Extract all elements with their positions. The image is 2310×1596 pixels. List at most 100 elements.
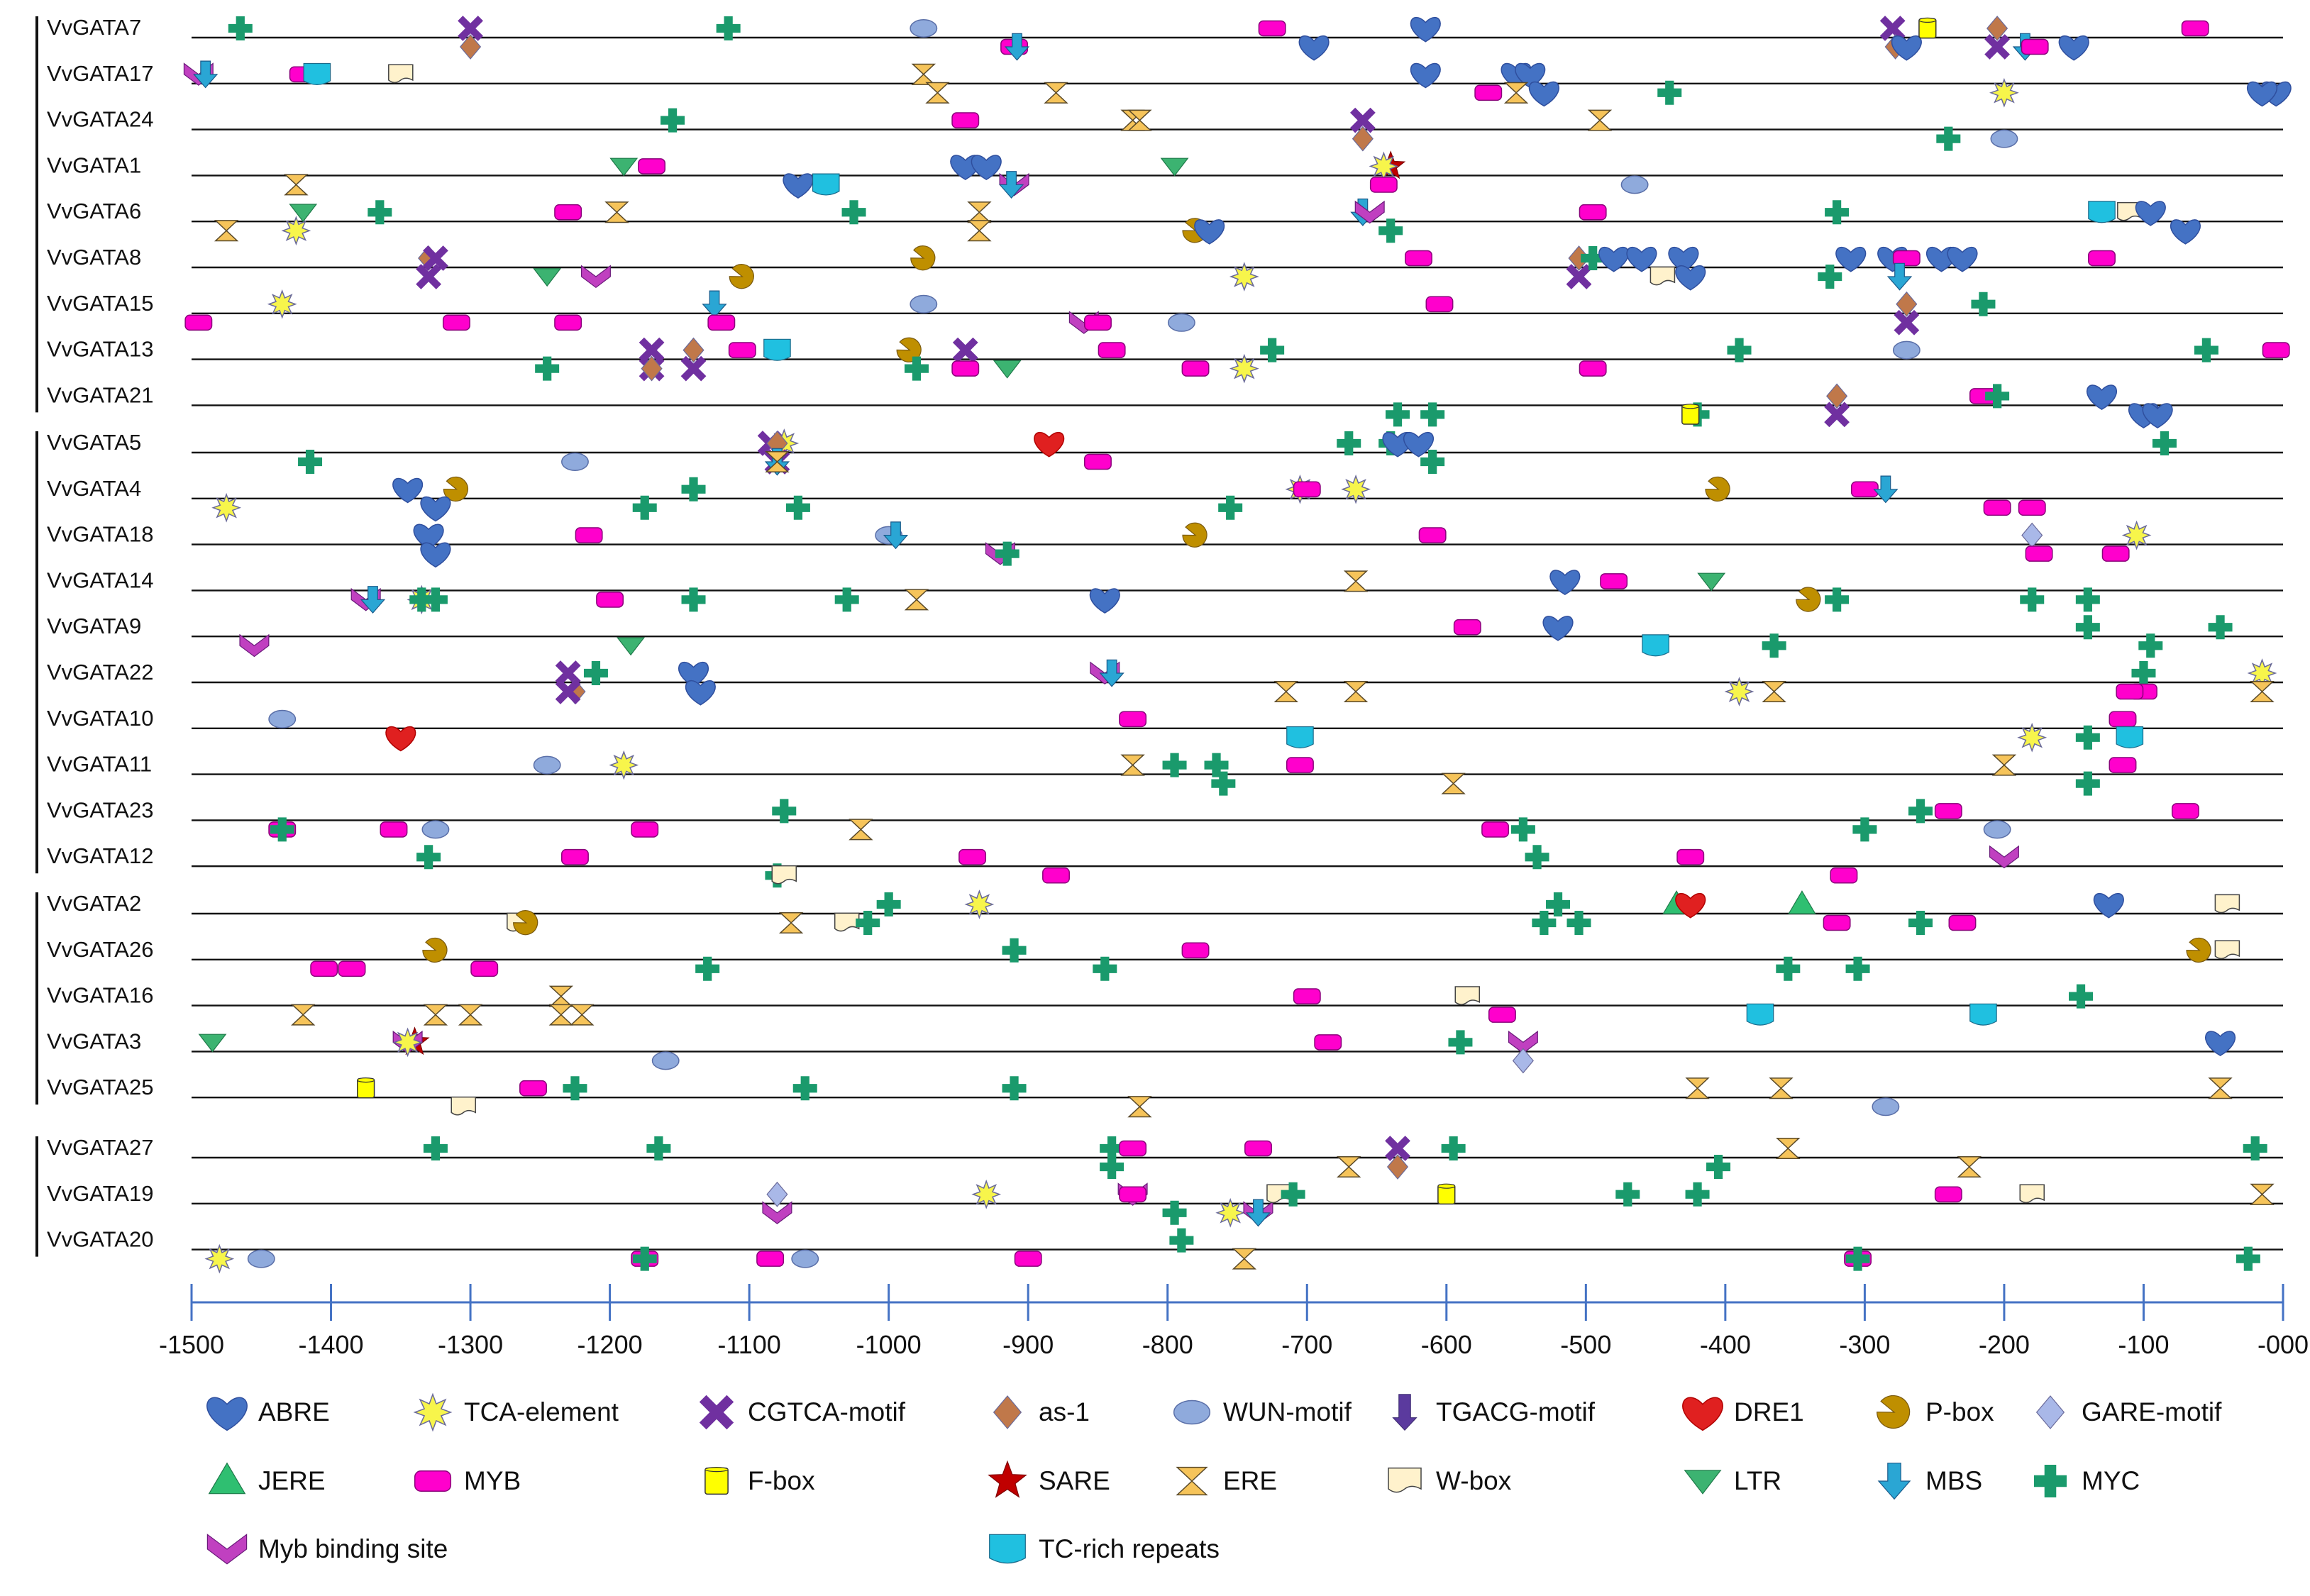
- w-box-marker: [388, 64, 414, 84]
- myb-marker: [2088, 250, 2116, 267]
- gene-label: VvGATA26: [47, 937, 153, 962]
- w-box-marker: [771, 865, 797, 885]
- myc-marker: [1420, 450, 1445, 474]
- abre-marker: [2093, 893, 2124, 919]
- tca-element-marker: [267, 289, 297, 319]
- myb-marker: [2262, 342, 2290, 358]
- myc-marker: [583, 661, 608, 685]
- axis-tick-label: -200: [1979, 1330, 2030, 1359]
- gene-label: VvGATA21: [47, 382, 153, 407]
- gene-label: VvGATA27: [47, 1135, 153, 1160]
- tca-element-marker: [1341, 474, 1371, 504]
- cgtca-motif-marker: [1349, 107, 1376, 133]
- myc-marker: [856, 911, 880, 935]
- axis-tick-label: -500: [1560, 1330, 1611, 1359]
- gene-label: VvGATA1: [47, 153, 141, 177]
- myb-marker: [728, 342, 756, 358]
- myb-marker: [2021, 38, 2049, 55]
- tca-element-marker: [971, 1179, 1002, 1209]
- myc-marker: [661, 108, 685, 133]
- myc-marker: [995, 541, 1019, 566]
- myc-marker: [1971, 292, 1996, 316]
- myb-marker: [958, 848, 987, 865]
- myc-marker: [1936, 126, 1961, 151]
- legend-label: WUN-motif: [1223, 1397, 1352, 1426]
- mbs-marker: [998, 171, 1024, 199]
- myb-marker: [1676, 848, 1705, 865]
- cgtca-motif-marker: [1879, 16, 1906, 41]
- axis-tick-label: -600: [1421, 1330, 1472, 1359]
- ere-marker: [1337, 1156, 1361, 1178]
- legend-item: Myb binding site: [206, 1534, 448, 1565]
- as-1-marker: [460, 34, 482, 60]
- ere-marker: [1769, 1077, 1794, 1099]
- myc-marker: [1985, 384, 2010, 409]
- myc-marker: [1281, 1182, 1305, 1207]
- myb-marker: [1934, 803, 1962, 819]
- tc-rich-repeats-marker: [812, 173, 840, 196]
- legend-label: Myb binding site: [258, 1534, 448, 1563]
- ere-marker: [1587, 109, 1613, 131]
- ere-marker: [423, 1004, 448, 1026]
- ere-marker: [904, 589, 929, 611]
- myc-marker: [1852, 817, 1877, 842]
- myb-marker: [1244, 1140, 1272, 1157]
- myc-marker: [563, 1076, 587, 1101]
- abre-marker: [413, 523, 444, 550]
- myc-marker: [2020, 587, 2045, 612]
- p-box-marker: [1705, 476, 1730, 502]
- f-box-marker: [357, 1077, 375, 1099]
- abre-marker: [1668, 247, 1699, 272]
- cgtca-motif-marker: [458, 16, 483, 41]
- myc-marker: [772, 799, 797, 824]
- legend-label: MYC: [2082, 1466, 2140, 1495]
- myc-marker: [1657, 80, 1682, 105]
- gene-row: VvGATA10: [47, 706, 2283, 731]
- ere-marker: [1127, 1096, 1152, 1118]
- cgtca-motif-marker: [680, 355, 707, 382]
- ere-marker: [1685, 1077, 1710, 1099]
- abre-marker: [2135, 201, 2166, 226]
- myc-marker: [270, 817, 294, 842]
- gene-label: VvGATA12: [47, 843, 153, 868]
- legend-item: LTR: [1684, 1466, 1781, 1495]
- myc-marker: [785, 495, 810, 520]
- myb-marker: [1600, 573, 1628, 589]
- ere-marker: [967, 220, 992, 242]
- p-box-marker: [2186, 937, 2211, 963]
- cgtca-motif-marker: [952, 337, 978, 363]
- legend-label: P-box: [1925, 1397, 1994, 1426]
- legend-label: TC-rich repeats: [1039, 1534, 1220, 1563]
- abre-marker: [1626, 247, 1657, 272]
- gene-label: VvGATA17: [47, 61, 153, 86]
- myb-marker: [338, 960, 366, 977]
- abre-marker: [685, 680, 716, 706]
- legend-item: P-box: [1877, 1395, 1994, 1429]
- myb-marker: [1983, 499, 2011, 516]
- abre-marker: [971, 155, 1002, 180]
- myb-marker: [1098, 342, 1126, 358]
- myb-marker: [707, 314, 736, 331]
- tc-rich-repeats-marker: [303, 62, 331, 85]
- legend: ABRE TCA-element CGTCA-motif as-1 WUN-motif T…: [206, 1392, 2222, 1565]
- gene-label: VvGATA13: [47, 337, 153, 362]
- ltr-marker: [1697, 572, 1726, 592]
- wun-motif-marker: [561, 453, 589, 471]
- ltr-marker: [617, 637, 645, 656]
- axis-tick-label: -900: [1002, 1330, 1054, 1359]
- myb-marker: [575, 527, 603, 543]
- myc-marker: [1581, 246, 1606, 270]
- ere-marker: [1503, 82, 1529, 104]
- ere-marker: [1991, 754, 2017, 776]
- myc-marker: [1100, 1136, 1124, 1160]
- axis-tick-label: -1500: [159, 1330, 224, 1359]
- ere-marker: [548, 1004, 574, 1026]
- myb-marker: [2101, 545, 2130, 562]
- myc-marker: [1546, 892, 1571, 916]
- position-axis: -1500 -1400 -1300 -1200 -1100 -1000 -900 -800 -7…: [159, 1284, 2309, 1359]
- abre-marker: [678, 662, 709, 687]
- abre-marker: [1675, 265, 1706, 291]
- axis-tick-label: -300: [1839, 1330, 1890, 1359]
- myb-marker: [1579, 360, 1607, 377]
- wun-motif-marker: [791, 1249, 819, 1268]
